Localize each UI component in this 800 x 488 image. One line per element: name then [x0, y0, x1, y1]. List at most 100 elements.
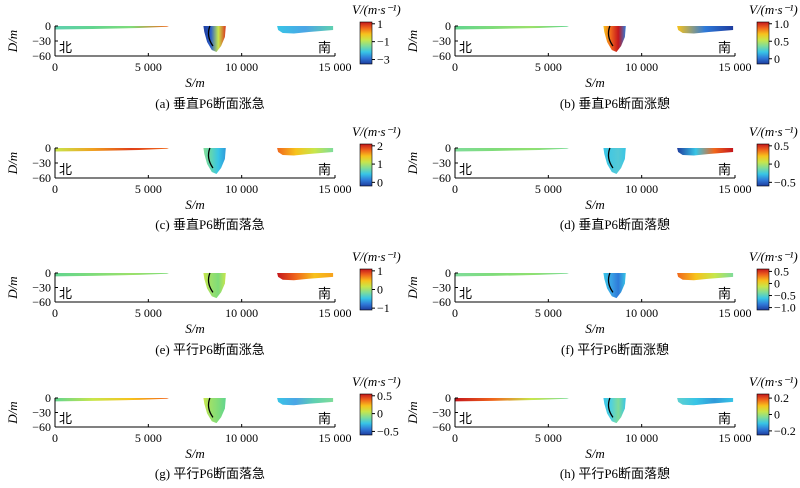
- panel-caption: (c) 垂直P6断面落急: [155, 217, 264, 232]
- south-channel-section: [277, 26, 334, 34]
- x-tick-label: 15 000: [719, 306, 752, 320]
- colorbar-title: V/(m·s⁻¹): [749, 2, 798, 17]
- south-label: 南: [718, 162, 731, 177]
- x-tick-label: 0: [452, 182, 458, 196]
- colorbar-tick-label: 0.5: [377, 389, 392, 403]
- y-tick-label: −60: [32, 49, 51, 63]
- y-tick-label: −60: [432, 295, 451, 309]
- y-tick-label: −60: [32, 295, 51, 309]
- deep-channel-section: [203, 273, 226, 299]
- colorbar: [359, 21, 373, 65]
- deep-channel-section: [603, 148, 626, 174]
- y-tick-label: −60: [432, 171, 451, 185]
- panel-caption: (f) 平行P6断面涨憩: [561, 342, 669, 357]
- colorbar-tick-label: 1: [377, 17, 383, 31]
- colorbar-tick-label: 0: [377, 175, 383, 189]
- zero-contour: [207, 25, 214, 47]
- colorbar: [756, 21, 770, 65]
- deep-channel-section: [603, 398, 626, 424]
- shoal-section: [55, 148, 169, 152]
- deep-channel-section: [603, 26, 626, 52]
- colorbar-tick-label: 0: [377, 407, 383, 421]
- x-tick-label: 10 000: [225, 60, 258, 74]
- colorbar-tick-label: 0.5: [774, 139, 789, 153]
- y-tick-label: 0: [445, 141, 451, 155]
- colorbar-tick-label: −1.0: [774, 301, 796, 315]
- x-tick-label: 5 000: [535, 306, 562, 320]
- x-tick-label: 0: [452, 306, 458, 320]
- zero-contour: [607, 397, 614, 418]
- colorbar-title: V/(m·s⁻¹): [749, 374, 798, 389]
- x-axis-label: S/m: [585, 197, 605, 212]
- south-label: 南: [318, 286, 331, 301]
- y-tick-label: −60: [32, 420, 51, 434]
- zero-contour: [207, 397, 214, 418]
- colorbar: [756, 143, 770, 187]
- x-tick-label: 0: [52, 431, 58, 445]
- zero-contour: [607, 272, 614, 293]
- y-axis-label: D/m: [405, 30, 420, 53]
- south-channel-section: [677, 148, 734, 156]
- south-label: 南: [718, 286, 731, 301]
- y-tick-label: −30: [432, 281, 451, 295]
- x-axis-label: S/m: [185, 197, 205, 212]
- y-axis-label: D/m: [405, 152, 420, 175]
- colorbar-title: V/(m·s⁻¹): [352, 249, 401, 264]
- colorbar-tick-label: −1: [377, 35, 390, 49]
- colorbar-tick-label: 0: [774, 52, 780, 66]
- deep-channel-section: [203, 26, 226, 52]
- south-channel-section: [677, 398, 734, 406]
- south-channel-section: [677, 26, 734, 34]
- zero-contour: [207, 272, 214, 293]
- south-label: 南: [318, 411, 331, 426]
- panel-caption: (e) 平行P6断面涨急: [155, 342, 264, 357]
- y-tick-label: −30: [432, 34, 451, 48]
- south-channel-section: [277, 398, 334, 406]
- x-tick-label: 0: [452, 431, 458, 445]
- x-tick-label: 10 000: [225, 182, 258, 196]
- south-channel-section: [277, 148, 334, 156]
- x-tick-label: 0: [52, 60, 58, 74]
- north-label: 北: [459, 286, 472, 301]
- x-axis-label: S/m: [185, 446, 205, 461]
- zero-contour: [207, 147, 214, 169]
- colorbar-tick-label: 2: [377, 139, 383, 153]
- y-tick-label: 0: [45, 141, 51, 155]
- y-axis-label: D/m: [5, 401, 20, 424]
- shoal-section: [455, 148, 569, 152]
- deep-channel-section: [203, 148, 226, 174]
- x-tick-label: 15 000: [719, 431, 752, 445]
- south-channel-section: [277, 273, 334, 281]
- colorbar-tick-label: 1.0: [774, 17, 789, 31]
- y-tick-label: −60: [432, 420, 451, 434]
- x-tick-label: 10 000: [625, 431, 658, 445]
- y-tick-label: −30: [32, 406, 51, 420]
- north-label: 北: [459, 411, 472, 426]
- colorbar-tick-label: 1: [377, 157, 383, 171]
- colorbar: [756, 393, 770, 436]
- x-tick-label: 15 000: [719, 182, 752, 196]
- north-label: 北: [59, 40, 72, 55]
- panel-caption: (g) 平行P6断面落急: [155, 466, 265, 481]
- colorbar-tick-label: 1: [377, 264, 383, 278]
- shoal-section: [55, 273, 169, 277]
- x-tick-label: 10 000: [625, 182, 658, 196]
- x-axis-label: S/m: [185, 321, 205, 336]
- south-label: 南: [318, 40, 331, 55]
- panel-caption: (h) 平行P6断面落憩: [560, 466, 670, 481]
- x-tick-label: 5 000: [135, 60, 162, 74]
- colorbar-tick-label: 0.5: [774, 264, 789, 278]
- y-tick-label: −30: [32, 281, 51, 295]
- shoal-section: [455, 273, 569, 277]
- colorbar-tick-label: −1: [377, 301, 390, 315]
- x-axis-label: S/m: [585, 321, 605, 336]
- y-axis-label: D/m: [5, 276, 20, 299]
- x-tick-label: 5 000: [135, 306, 162, 320]
- y-axis-label: D/m: [5, 30, 20, 53]
- colorbar-tick-label: −0.5: [774, 175, 796, 189]
- colorbar: [359, 268, 373, 311]
